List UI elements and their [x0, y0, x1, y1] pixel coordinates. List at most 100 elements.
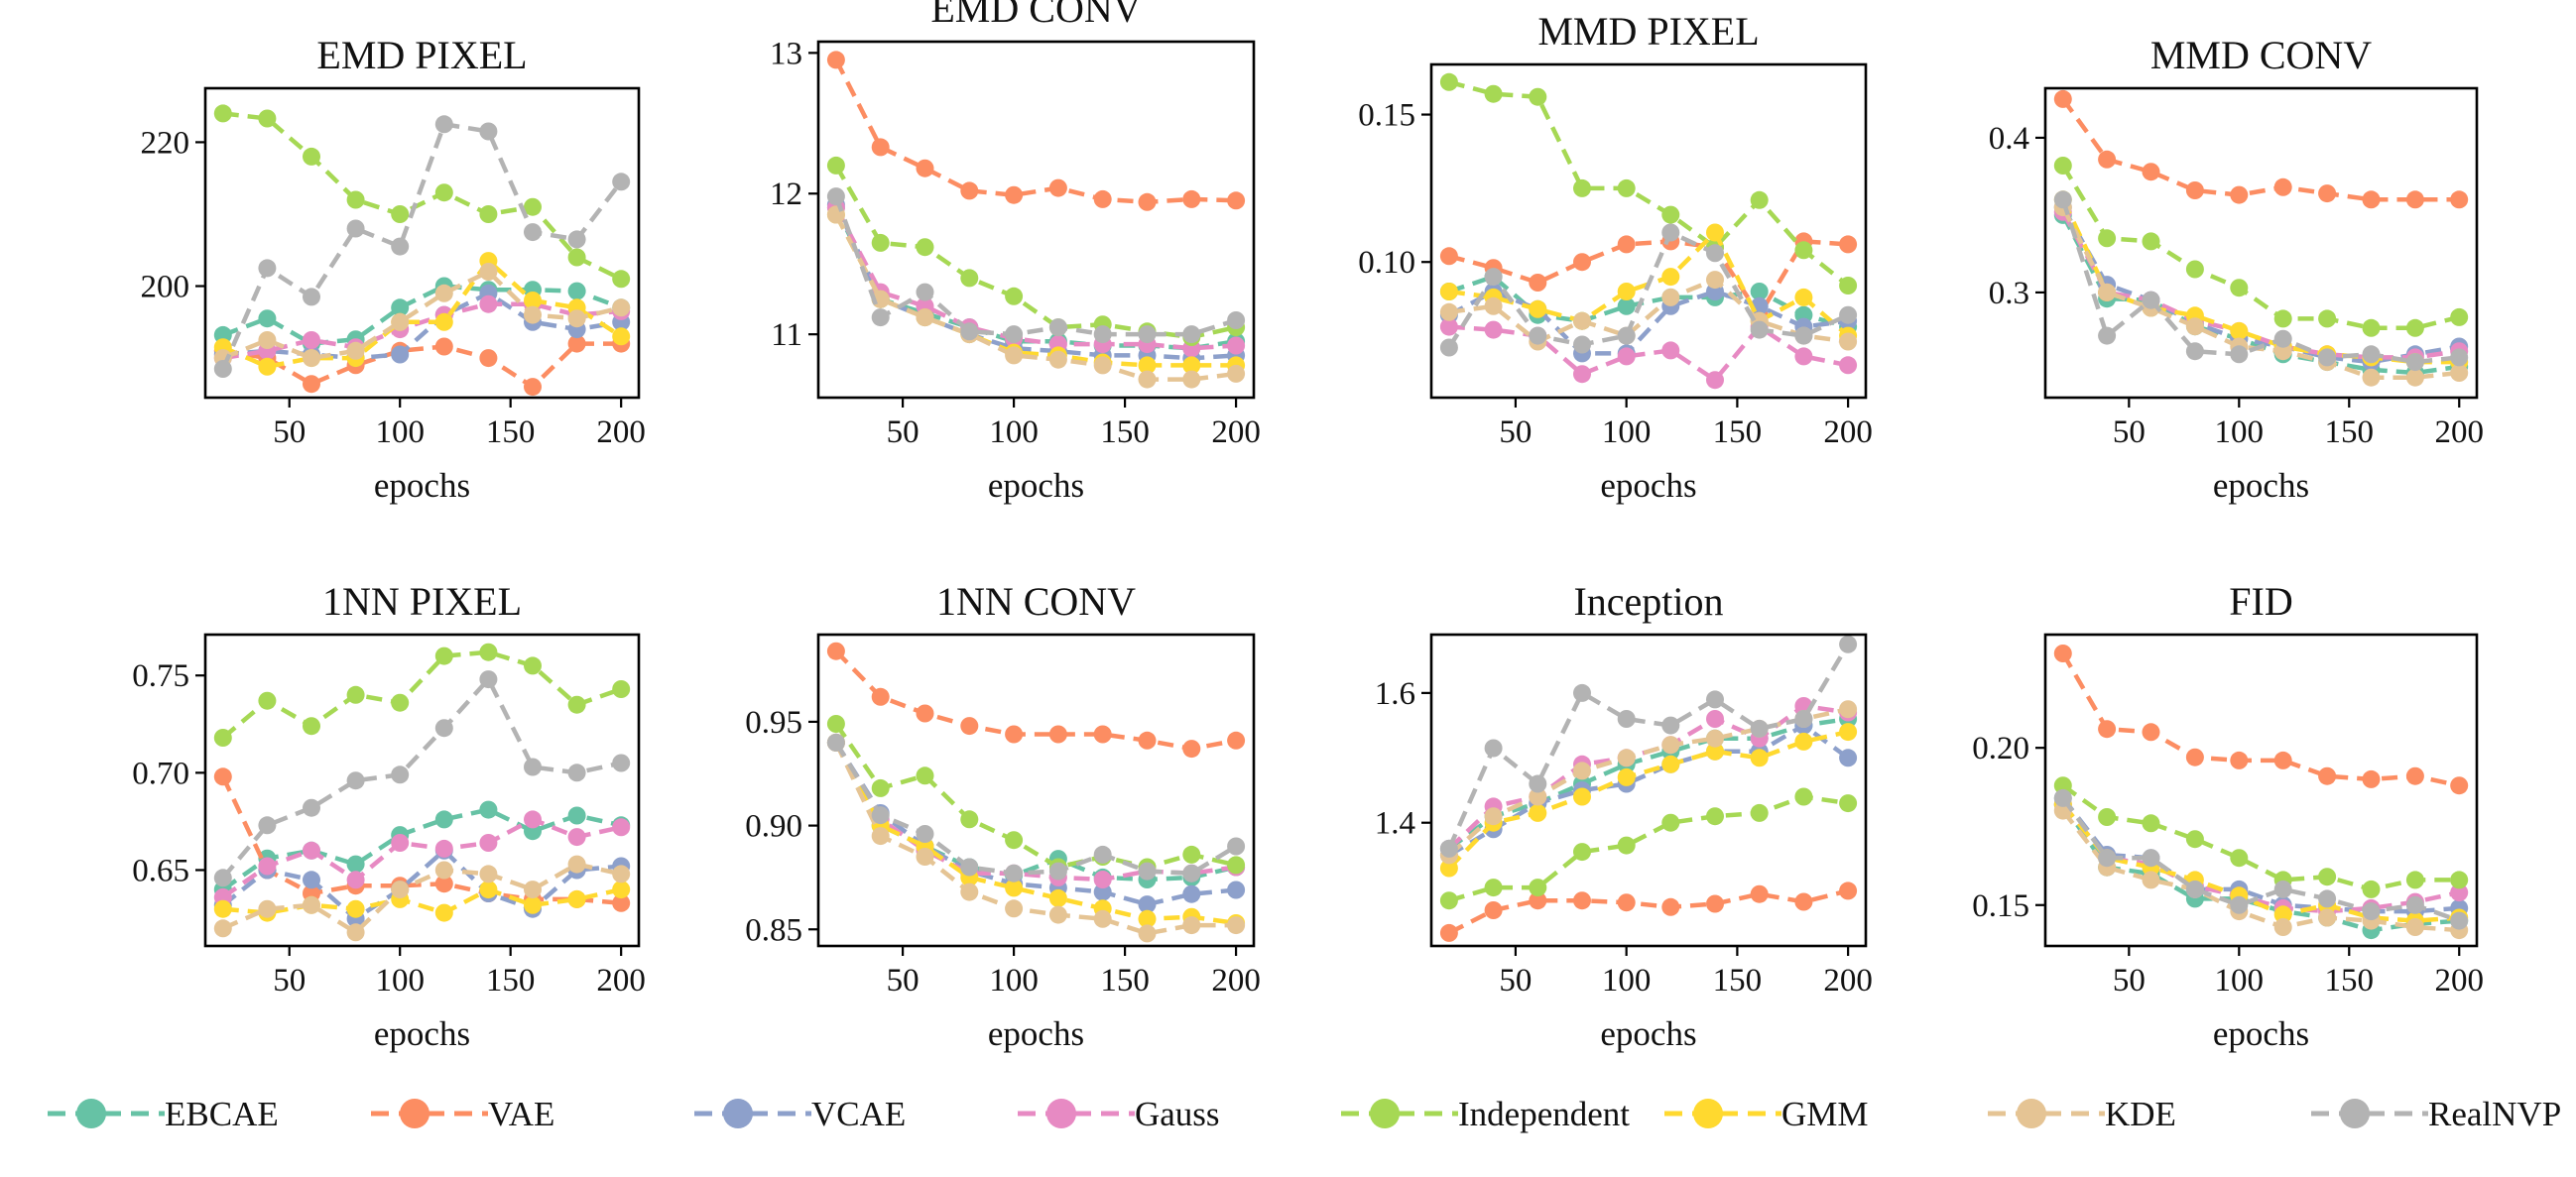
series-realnvp — [1439, 223, 1858, 357]
x-tick-label: 50 — [2113, 414, 2146, 450]
data-point — [826, 715, 845, 733]
data-point — [1093, 189, 1112, 208]
data-point — [1573, 253, 1591, 272]
data-point — [1182, 325, 1201, 344]
data-point — [871, 308, 890, 327]
legend-label: Independent — [1458, 1095, 1630, 1133]
data-point — [1706, 690, 1724, 709]
data-point — [1661, 341, 1680, 360]
data-point — [1661, 716, 1680, 735]
series-realnvp — [213, 670, 631, 887]
data-point — [612, 680, 631, 698]
data-point — [1661, 813, 1680, 832]
data-point — [2230, 321, 2249, 340]
data-point — [612, 173, 631, 191]
series-independent — [826, 156, 1246, 346]
x-axis-label: epochs — [374, 1014, 470, 1053]
data-point — [2450, 871, 2469, 889]
data-point — [1093, 725, 1112, 744]
legend-item-gmm: GMM — [1664, 1095, 1869, 1133]
data-point — [434, 719, 453, 738]
chart-title: 1NN CONV — [936, 579, 1136, 624]
data-point — [258, 309, 277, 328]
series-line-gmm — [222, 886, 622, 916]
series-line-ebcae — [833, 206, 1237, 351]
data-point — [1439, 317, 1458, 336]
data-point — [2318, 309, 2337, 328]
data-point — [916, 159, 934, 177]
data-point — [391, 205, 410, 223]
data-point — [2053, 776, 2072, 795]
plot-frame — [2043, 633, 2479, 948]
series-vae — [1439, 882, 1858, 942]
series-line-gmm — [833, 741, 1237, 926]
data-point — [1439, 72, 1458, 91]
data-point — [303, 798, 320, 817]
data-point — [871, 806, 890, 825]
data-point — [479, 263, 498, 281]
data-point — [1484, 739, 1503, 758]
data-point — [1005, 287, 1024, 305]
data-point — [2098, 283, 2117, 301]
series-gmm — [826, 733, 1246, 932]
data-point — [1005, 725, 1024, 744]
data-point — [1617, 296, 1636, 315]
data-point — [2405, 871, 2424, 889]
data-point — [1706, 271, 1724, 290]
data-point — [258, 691, 277, 710]
data-point — [826, 156, 845, 175]
data-point — [1439, 859, 1458, 878]
legend-marker — [1370, 1099, 1400, 1128]
data-point — [346, 899, 365, 918]
series-line-gmm — [833, 213, 1237, 368]
legend-marker — [2340, 1099, 2370, 1128]
data-point — [2318, 184, 2337, 203]
data-point — [303, 375, 320, 394]
data-point — [2362, 190, 2381, 209]
y-tick-label: 0.4 — [1989, 121, 2029, 157]
series-vae — [826, 51, 1246, 211]
data-point — [2362, 368, 2381, 387]
series-line-kde — [221, 862, 622, 936]
data-point — [1439, 923, 1458, 942]
series-vae — [1439, 232, 1858, 324]
data-point — [213, 899, 232, 918]
plot-frame — [203, 86, 641, 400]
series-line-realnvp — [1446, 229, 1850, 349]
series-line-ebcae — [1447, 716, 1849, 851]
series-line-gauss — [2061, 802, 2460, 914]
legend-marker — [400, 1099, 429, 1128]
x-tick-label: 50 — [887, 963, 920, 999]
x-tick-label: 200 — [2434, 414, 2484, 450]
legend-label: VAE — [488, 1095, 554, 1133]
data-point — [303, 717, 320, 736]
series-line-realnvp — [2060, 796, 2460, 923]
x-axis-label: epochs — [1600, 466, 1696, 505]
data-point — [434, 861, 453, 880]
series-line-vcae — [1447, 289, 1849, 356]
data-point — [1706, 807, 1724, 826]
data-point — [1138, 909, 1157, 928]
data-point — [916, 704, 934, 723]
data-point — [2230, 849, 2249, 868]
data-point — [2230, 185, 2249, 204]
data-point — [1794, 710, 1813, 728]
data-point — [2450, 364, 2469, 382]
y-tick-label: 0.3 — [1989, 276, 2029, 311]
data-point — [916, 766, 934, 785]
plot-frame — [2043, 86, 2479, 400]
chart-title: Inception — [1573, 579, 1723, 624]
data-point — [2098, 229, 2117, 248]
x-tick-label: 150 — [1713, 414, 1763, 450]
plot-frame — [1429, 62, 1868, 400]
data-point — [2098, 849, 2117, 868]
data-point — [1484, 320, 1503, 339]
data-point — [258, 259, 277, 278]
data-point — [1839, 235, 1858, 254]
chart-title: EMD PIXEL — [316, 33, 527, 77]
data-point — [391, 693, 410, 712]
data-point — [1573, 335, 1591, 354]
data-point — [2142, 849, 2160, 868]
data-point — [1750, 190, 1769, 209]
data-point — [567, 282, 586, 300]
